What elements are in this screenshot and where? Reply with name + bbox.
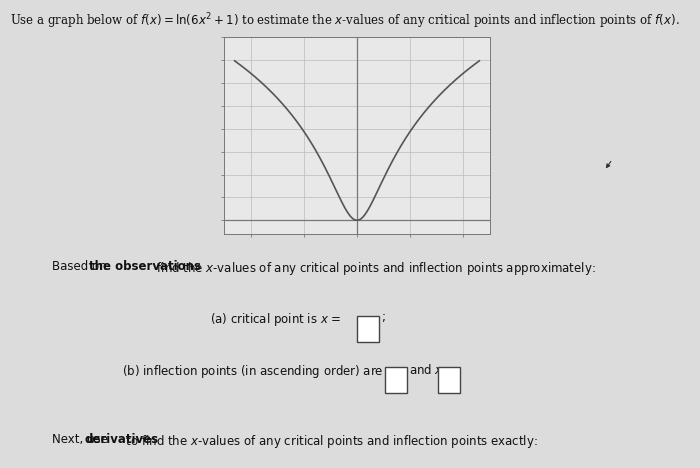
Text: to find the $x$-values of any critical points and inflection points exactly:: to find the $x$-values of any critical p… xyxy=(122,433,538,450)
Text: find the $x$-values of any critical points and inflection points approximately:: find the $x$-values of any critical poin… xyxy=(153,260,596,277)
Text: (b) inflection points (in ascending order) are $x$ =: (b) inflection points (in ascending orde… xyxy=(122,363,409,380)
Text: (a) critical point is $x$ =: (a) critical point is $x$ = xyxy=(210,311,342,328)
Text: ;: ; xyxy=(381,311,385,324)
Text: the observations: the observations xyxy=(89,260,201,273)
Text: Based on: Based on xyxy=(52,260,111,273)
Text: and $x$ =: and $x$ = xyxy=(409,363,457,377)
Text: Use a graph below of $f(x) = \mathrm{ln}(6x^2 + 1)$ to estimate the $x$-values o: Use a graph below of $f(x) = \mathrm{ln}… xyxy=(10,12,680,31)
Text: derivatives: derivatives xyxy=(85,433,159,446)
Text: Next, use: Next, use xyxy=(52,433,112,446)
